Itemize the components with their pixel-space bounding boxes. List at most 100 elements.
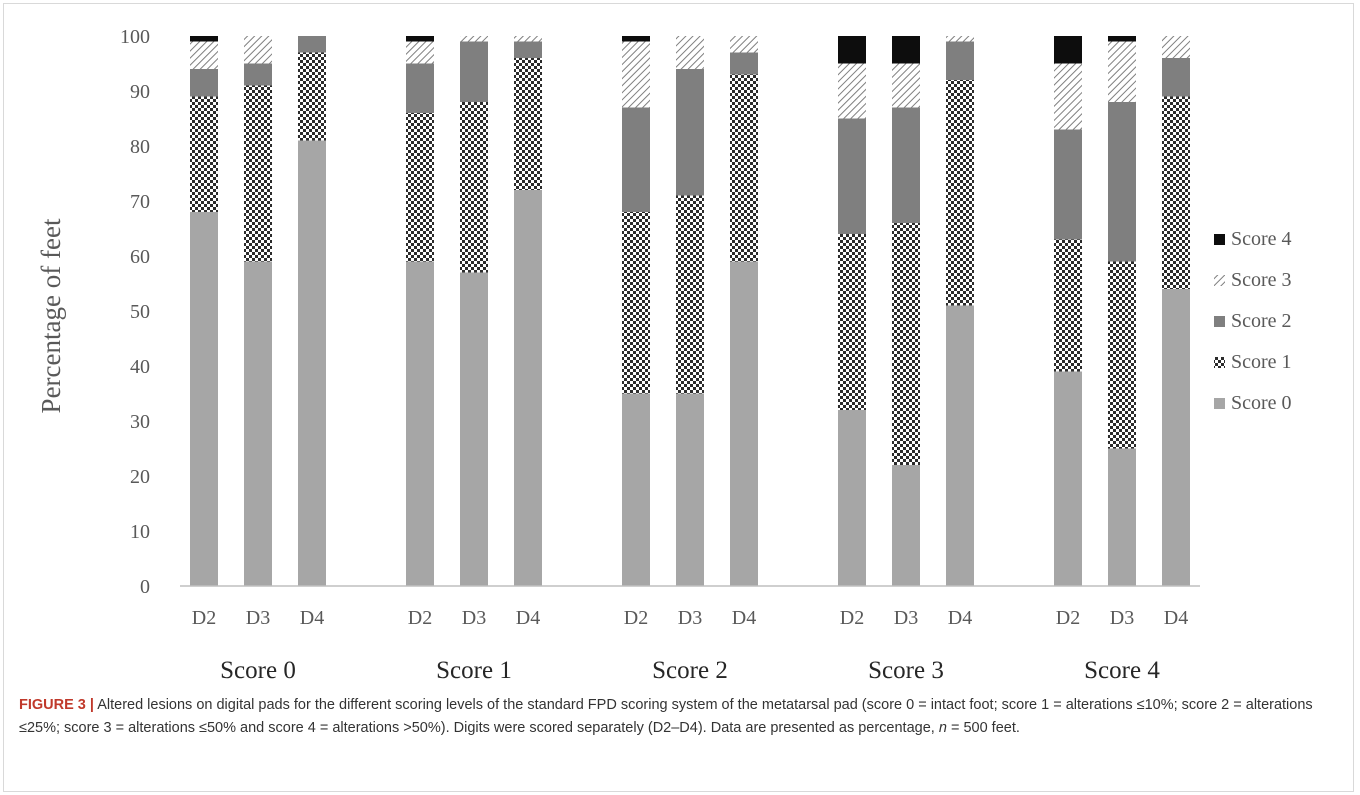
x-tick-label: D2: [1056, 607, 1080, 629]
bar-segment-score-1: [946, 80, 974, 306]
x-tick-label: D2: [840, 607, 864, 629]
bar-segment-score-4: [838, 36, 866, 64]
legend-swatch: [1214, 316, 1225, 327]
bar-segment-score-3: [1054, 63, 1082, 130]
bar-segment-score-1: [622, 212, 650, 394]
legend: Score 4 Score 3 Score 2 Score 1 Score 0: [1214, 228, 1292, 414]
bar-segment-score-4: [892, 36, 920, 64]
bar-segment-score-0: [514, 190, 542, 586]
bar-segment-score-0: [838, 410, 866, 586]
bar-segment-score-0: [190, 212, 218, 586]
x-tick-label: D3: [894, 607, 918, 629]
legend-label: Score 4: [1231, 228, 1292, 250]
bar-segment-score-3: [1162, 36, 1190, 58]
bar-segment-score-2: [190, 69, 218, 97]
bar-segment-score-1: [298, 52, 326, 141]
bar-segment-score-0: [460, 272, 488, 586]
y-tick-label: 40: [130, 356, 150, 378]
bar-segment-score-3: [946, 36, 974, 42]
caption-n-text: = 500 feet.: [946, 720, 1020, 736]
bar-segment-score-0: [1162, 289, 1190, 586]
x-tick-label: D2: [624, 607, 648, 629]
bar-segment-score-3: [244, 36, 272, 64]
bar-segment-score-1: [730, 74, 758, 262]
bar-segment-score-0: [622, 393, 650, 586]
y-axis-title: Percentage of feet: [36, 218, 66, 413]
x-tick-label: D3: [462, 607, 486, 629]
bar-segment-score-4: [406, 36, 434, 42]
legend-swatch: [1214, 398, 1225, 409]
group-label: Score 4: [1084, 657, 1160, 684]
caption-text: Altered lesions on digital pads for the …: [19, 697, 1313, 736]
x-tick-label: D4: [1164, 607, 1188, 629]
group-label: Score 1: [436, 657, 512, 684]
legend-label: Score 3: [1231, 269, 1292, 291]
bar-segment-score-1: [460, 102, 488, 273]
bar-segment-score-2: [406, 63, 434, 113]
legend-label: Score 2: [1231, 310, 1292, 332]
y-tick-label: 90: [130, 81, 150, 103]
figure-frame: [3, 3, 1354, 792]
bar-segment-score-0: [676, 393, 704, 586]
bar-segment-score-2: [838, 118, 866, 234]
bar-segment-score-2: [460, 41, 488, 102]
bar-segment-score-1: [1054, 239, 1082, 372]
group-label: Score 3: [868, 657, 944, 684]
figure-label-separator: |: [89, 697, 94, 713]
legend-label: Score 0: [1231, 392, 1292, 414]
bar-segment-score-1: [676, 195, 704, 394]
group-label: Score 2: [652, 657, 728, 684]
y-tick-label: 30: [130, 411, 150, 433]
bar-segment-score-1: [1108, 261, 1136, 449]
legend-swatch: [1214, 234, 1225, 245]
bar-segment-score-2: [1108, 102, 1136, 262]
bar-segment-score-2: [1162, 58, 1190, 97]
legend-swatch: [1214, 357, 1225, 368]
bar-segment-score-3: [676, 36, 704, 69]
y-tick-label: 10: [130, 521, 150, 543]
bar-segment-score-4: [622, 36, 650, 42]
y-tick-label: 20: [130, 466, 150, 488]
x-tick-label: D2: [408, 607, 432, 629]
y-tick-label: 50: [130, 301, 150, 323]
bar-segment-score-0: [1054, 371, 1082, 586]
bar-segment-score-3: [730, 36, 758, 53]
x-tick-label: D4: [732, 607, 756, 629]
stacked-bar-chart: 0 10 20 30 40 50 60 70 80 90 100 D2 D3 D4 Score 0 D2 D3…: [36, 26, 1292, 684]
bar-segment-score-2: [244, 63, 272, 86]
bars: [190, 36, 1190, 586]
bar-segment-score-3: [190, 41, 218, 69]
legend-swatch: [1214, 275, 1225, 286]
bar-segment-score-2: [298, 36, 326, 53]
bar-segment-score-4: [190, 36, 218, 42]
x-axis: D2 D3 D4 Score 0 D2 D3 D4 Score 1 D2 D3 D4 Score 2 D…: [180, 585, 1200, 684]
x-tick-label: D3: [1110, 607, 1134, 629]
caption-n-symbol: n: [938, 720, 947, 736]
bar-segment-score-3: [460, 36, 488, 42]
bar-segment-score-1: [892, 223, 920, 465]
bar-segment-score-0: [892, 465, 920, 586]
bar-segment-score-0: [298, 140, 326, 586]
y-tick-label: 60: [130, 246, 150, 268]
bar-segment-score-0: [406, 261, 434, 586]
legend-label: Score 1: [1231, 351, 1292, 373]
bar-segment-score-0: [946, 305, 974, 586]
bar-segment-score-3: [514, 36, 542, 42]
bar-segment-score-1: [838, 234, 866, 410]
y-tick-label: 0: [140, 576, 150, 598]
y-axis: 0 10 20 30 40 50 60 70 80 90 100: [120, 26, 150, 598]
bar-segment-score-0: [730, 261, 758, 586]
x-tick-label: D4: [516, 607, 540, 629]
bar-segment-score-1: [514, 58, 542, 190]
bar-segment-score-1: [1162, 96, 1190, 289]
bar-segment-score-2: [946, 41, 974, 80]
bar-segment-score-3: [1108, 41, 1136, 102]
bar-segment-score-2: [730, 52, 758, 75]
bar-segment-score-0: [1108, 448, 1136, 586]
bar-segment-score-3: [892, 63, 920, 108]
figure-caption: FIGURE 3 | Altered lesions on digital pa…: [19, 694, 1341, 740]
bar-segment-score-2: [676, 69, 704, 196]
bar-segment-score-0: [244, 261, 272, 586]
x-tick-label: D3: [678, 607, 702, 629]
y-tick-label: 70: [130, 191, 150, 213]
